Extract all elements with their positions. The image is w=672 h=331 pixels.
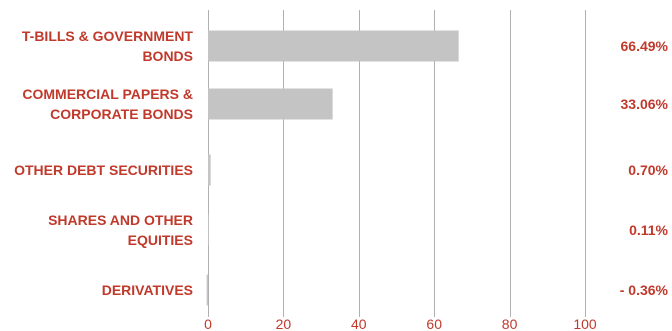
value-label: 66.49% [621, 38, 669, 54]
value-label: 33.06% [621, 96, 669, 112]
category-label-line: SHARES AND OTHER [48, 212, 193, 228]
category-label-line: T-BILLS & GOVERNMENT [22, 28, 194, 44]
category-label-line: EQUITIES [128, 232, 193, 248]
category-label: SHARES AND OTHER EQUITIES [48, 212, 193, 248]
x-tick-label: 0 [204, 316, 212, 331]
value-labels: 66.49% 33.06% 0.70% 0.11% - 0.36% [620, 38, 669, 298]
value-label: 0.11% [629, 222, 668, 238]
bar [208, 88, 333, 120]
x-tick-label: 20 [276, 316, 292, 331]
category-label-line: OTHER DEBT SECURITIES [14, 162, 193, 178]
bar [208, 214, 209, 246]
category-label: OTHER DEBT SECURITIES [14, 162, 193, 178]
category-label: COMMERCIAL PAPERS & CORPORATE BONDS [22, 86, 193, 122]
category-label-line: BONDS [142, 48, 193, 64]
x-tick-label: 100 [573, 316, 597, 331]
category-label-line: CORPORATE BONDS [50, 106, 193, 122]
category-labels: T-BILLS & GOVERNMENT BONDS COMMERCIAL PAPE… [14, 28, 193, 298]
category-label: T-BILLS & GOVERNMENT BONDS [22, 28, 194, 64]
x-tick-label: 80 [502, 316, 518, 331]
x-axis-ticks: 0 20 40 60 80 100 [204, 316, 597, 331]
bar [208, 154, 211, 186]
value-label: 0.70% [628, 162, 668, 178]
value-label: - 0.36% [620, 282, 669, 298]
x-tick-label: 60 [426, 316, 442, 331]
category-label-line: COMMERCIAL PAPERS & [22, 86, 193, 102]
bars [206, 30, 459, 306]
category-label: DERIVATIVES [102, 282, 193, 298]
x-tick-label: 40 [351, 316, 367, 331]
bar [208, 30, 459, 62]
category-label-line: DERIVATIVES [102, 282, 193, 298]
bar [206, 274, 208, 306]
